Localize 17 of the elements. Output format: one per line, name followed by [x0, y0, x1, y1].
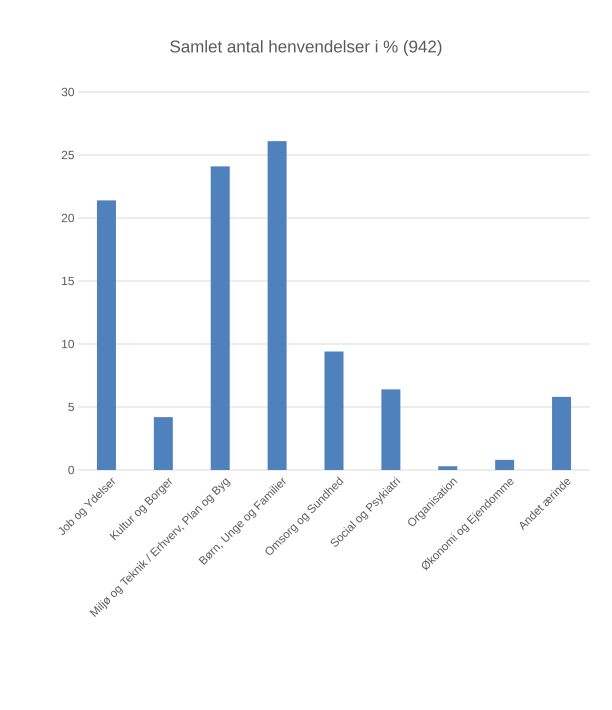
bar	[324, 352, 344, 470]
bar	[552, 396, 572, 470]
y-tick-label: 5	[68, 402, 74, 412]
bar	[381, 389, 400, 470]
bar	[268, 141, 287, 470]
y-tick-label: 25	[62, 150, 74, 160]
y-tick-label: 0	[68, 466, 74, 474]
y-tick-label: 15	[62, 276, 74, 286]
y-tick-label: 20	[62, 214, 74, 222]
bar	[96, 200, 116, 470]
y-tick-label: 10	[62, 340, 74, 348]
bar	[154, 417, 173, 470]
bar	[495, 460, 514, 470]
bar	[210, 166, 230, 470]
y-tick-label: 30	[62, 88, 74, 96]
bar	[438, 466, 458, 470]
chart-title: Samlet antal henvendelser i % (942)	[170, 40, 442, 56]
